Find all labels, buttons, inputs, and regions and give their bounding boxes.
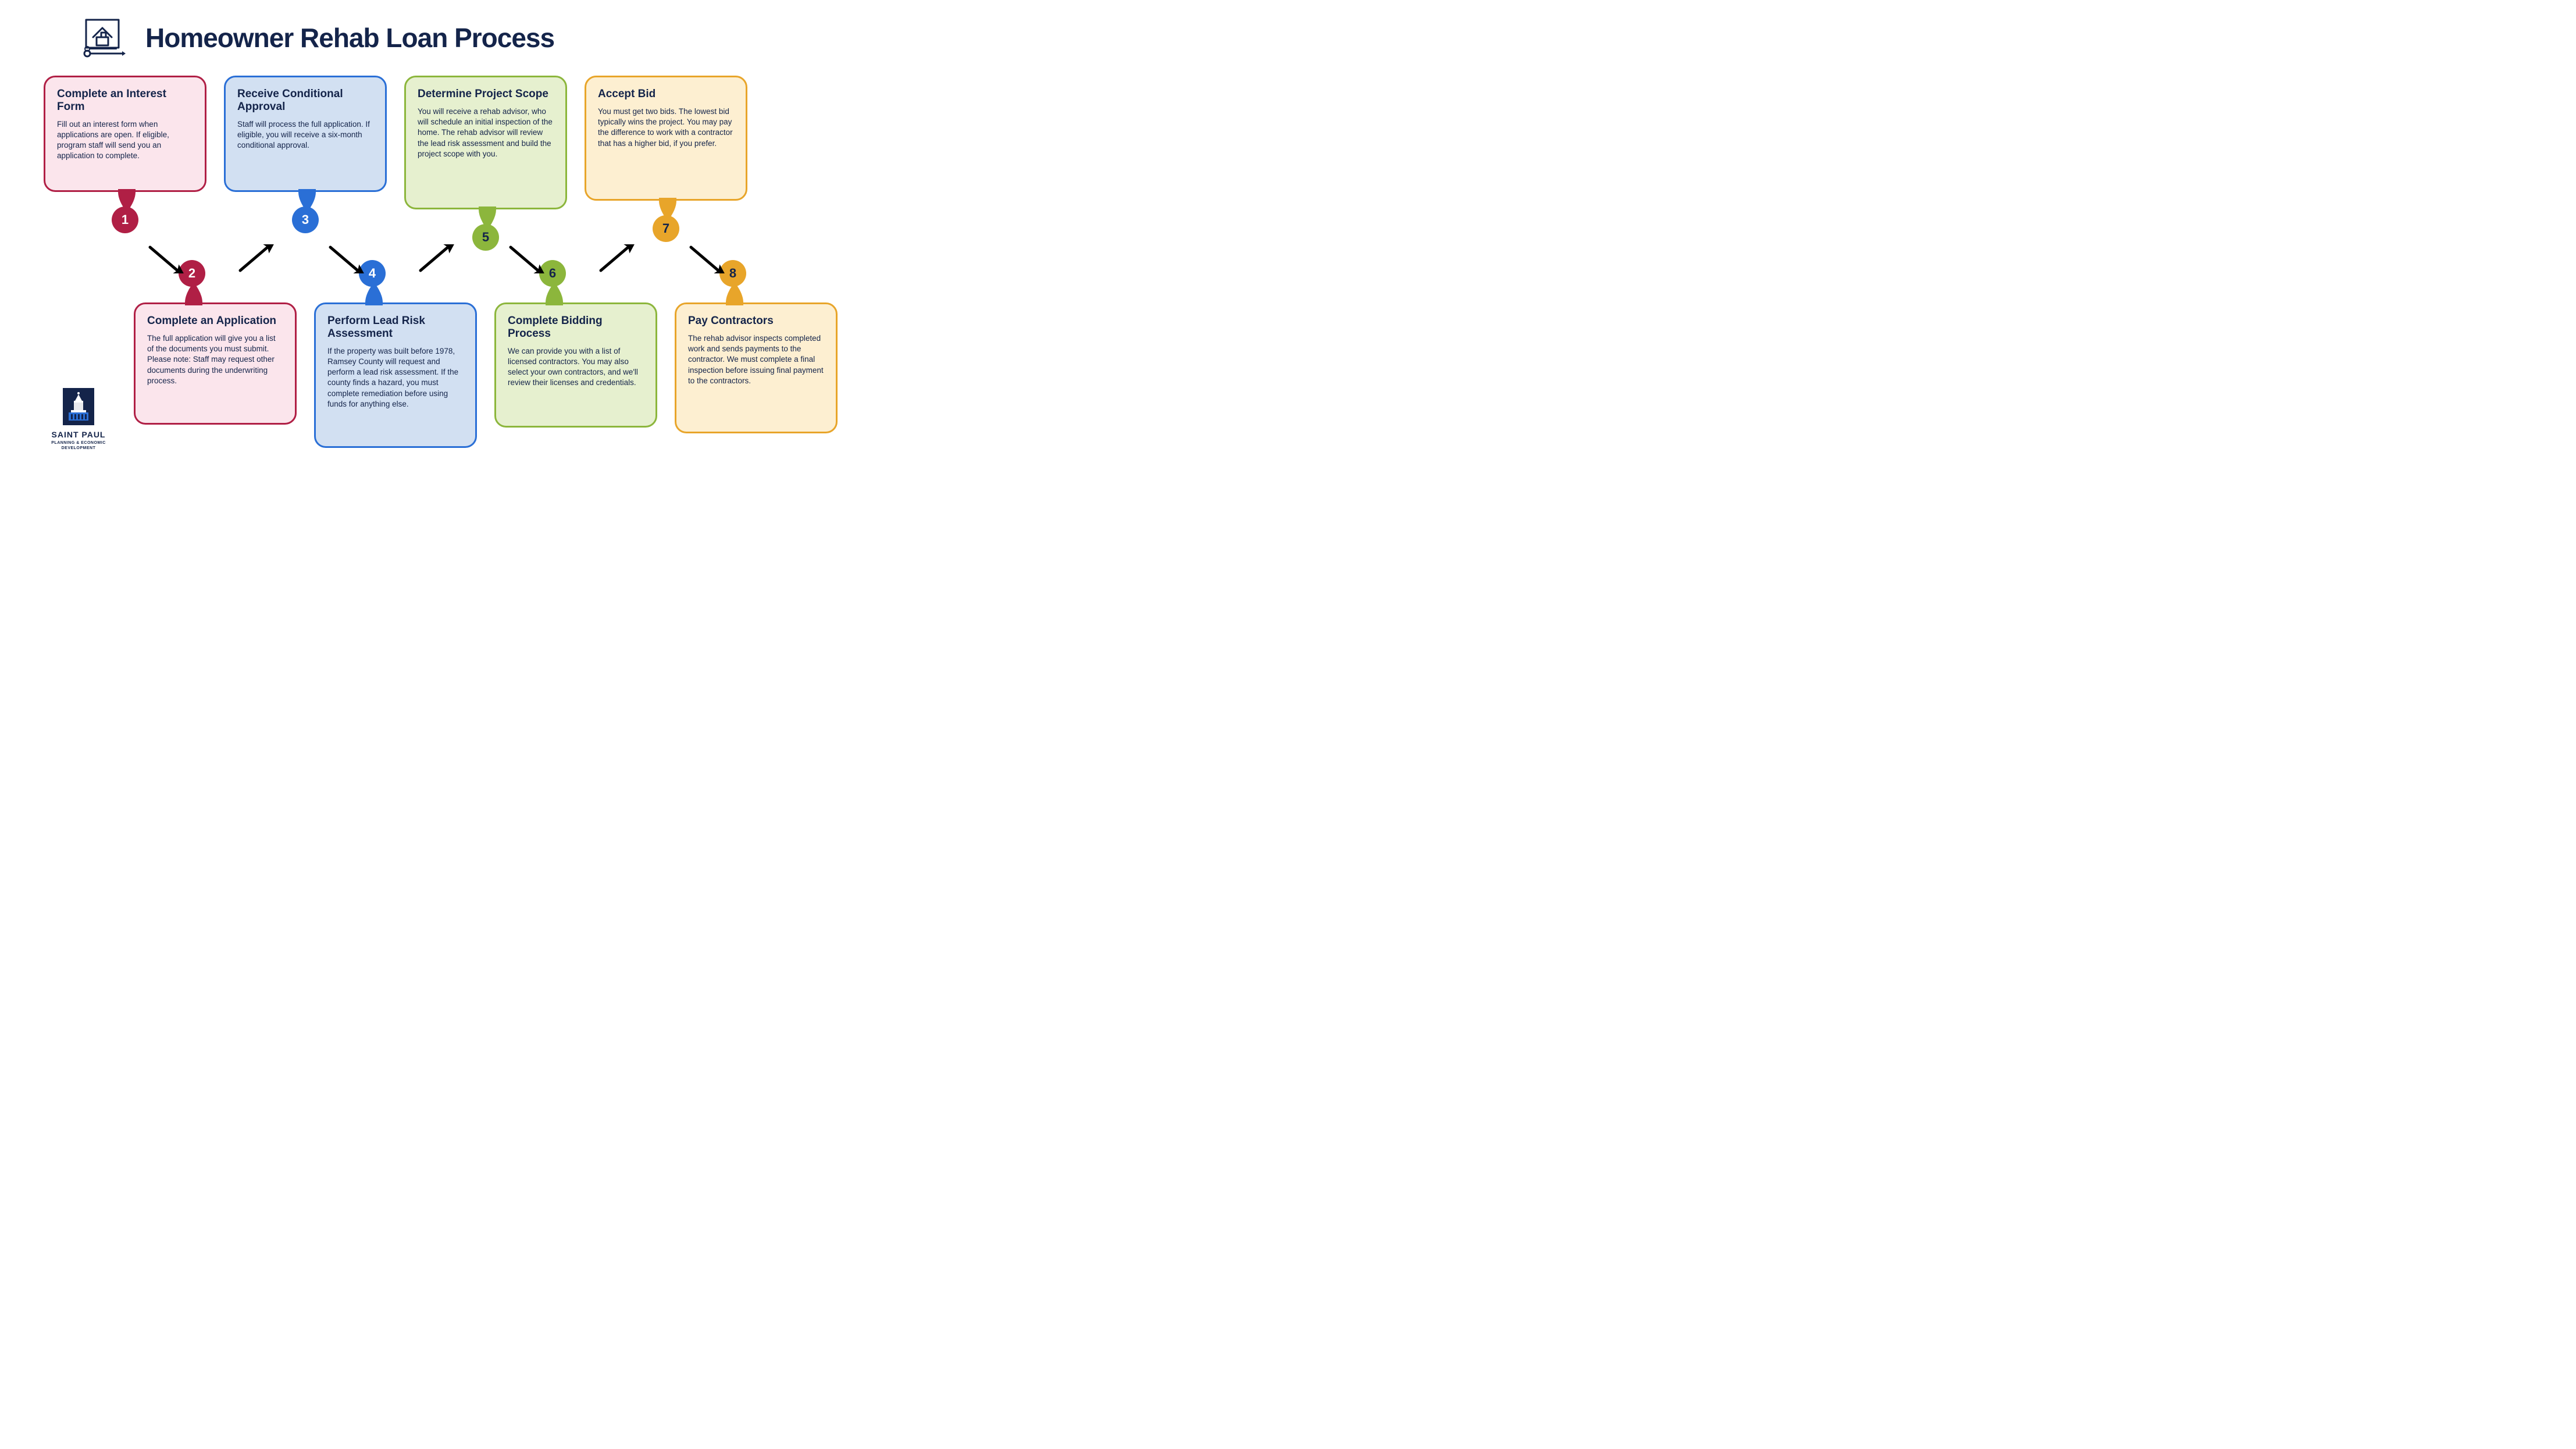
step-number-5: 5 bbox=[472, 224, 499, 251]
step-card-3: Receive Conditional Approval Staff will p… bbox=[224, 76, 387, 192]
step-body: You must get two bids. The lowest bid ty… bbox=[598, 106, 734, 149]
step-card-6: Complete Bidding Process We can provide y… bbox=[494, 302, 657, 428]
step-number-7: 7 bbox=[653, 215, 679, 242]
step-number-1: 1 bbox=[112, 207, 138, 233]
flow-arrow-7 bbox=[686, 244, 727, 273]
step-body: We can provide you with a list of licens… bbox=[508, 346, 644, 389]
flow-arrow-6 bbox=[596, 244, 637, 273]
step-body: Staff will process the full application.… bbox=[237, 119, 373, 151]
logo-text-sub: PLANNING & ECONOMIC DEVELOPMENT bbox=[41, 440, 116, 451]
page-title: Homeowner Rehab Loan Process bbox=[145, 22, 554, 54]
step-card-4: Perform Lead Risk Assessment If the prope… bbox=[314, 302, 477, 448]
step-title: Receive Conditional Approval bbox=[237, 88, 373, 113]
flow-arrow-5 bbox=[506, 244, 547, 273]
step-title: Complete an Application bbox=[147, 315, 283, 327]
step-number-3: 3 bbox=[292, 207, 319, 233]
step-card-2: Complete an Application The full applicat… bbox=[134, 302, 297, 425]
header: Homeowner Rehab Loan Process bbox=[81, 17, 554, 58]
house-blueprint-icon bbox=[81, 17, 128, 58]
org-logo: SAINT PAUL PLANNING & ECONOMIC DEVELOPME… bbox=[41, 388, 116, 451]
step-title: Accept Bid bbox=[598, 88, 734, 101]
step-card-7: Accept Bid You must get two bids. The low… bbox=[585, 76, 747, 201]
flow-arrow-2 bbox=[236, 244, 276, 273]
step-title: Perform Lead Risk Assessment bbox=[327, 315, 464, 340]
step-title: Complete Bidding Process bbox=[508, 315, 644, 340]
step-title: Pay Contractors bbox=[688, 315, 824, 327]
step-body: The rehab advisor inspects completed wor… bbox=[688, 333, 824, 386]
step-card-1: Complete an Interest Form Fill out an int… bbox=[44, 76, 206, 192]
step-body: If the property was built before 1978, R… bbox=[327, 346, 464, 410]
step-card-5: Determine Project Scope You will receive … bbox=[404, 76, 567, 209]
step-body: The full application will give you a lis… bbox=[147, 333, 283, 386]
step-body: You will receive a rehab advisor, who wi… bbox=[418, 106, 554, 159]
step-title: Complete an Interest Form bbox=[57, 88, 193, 113]
step-title: Determine Project Scope bbox=[418, 88, 554, 101]
flow-arrow-4 bbox=[416, 244, 457, 273]
logo-text-main: SAINT PAUL bbox=[41, 430, 116, 439]
step-body: Fill out an interest form when applicati… bbox=[57, 119, 193, 162]
capitol-icon bbox=[63, 388, 94, 425]
flow-arrow-1 bbox=[145, 244, 186, 273]
flow-arrow-3 bbox=[326, 244, 366, 273]
step-card-8: Pay Contractors The rehab advisor inspect… bbox=[675, 302, 838, 433]
